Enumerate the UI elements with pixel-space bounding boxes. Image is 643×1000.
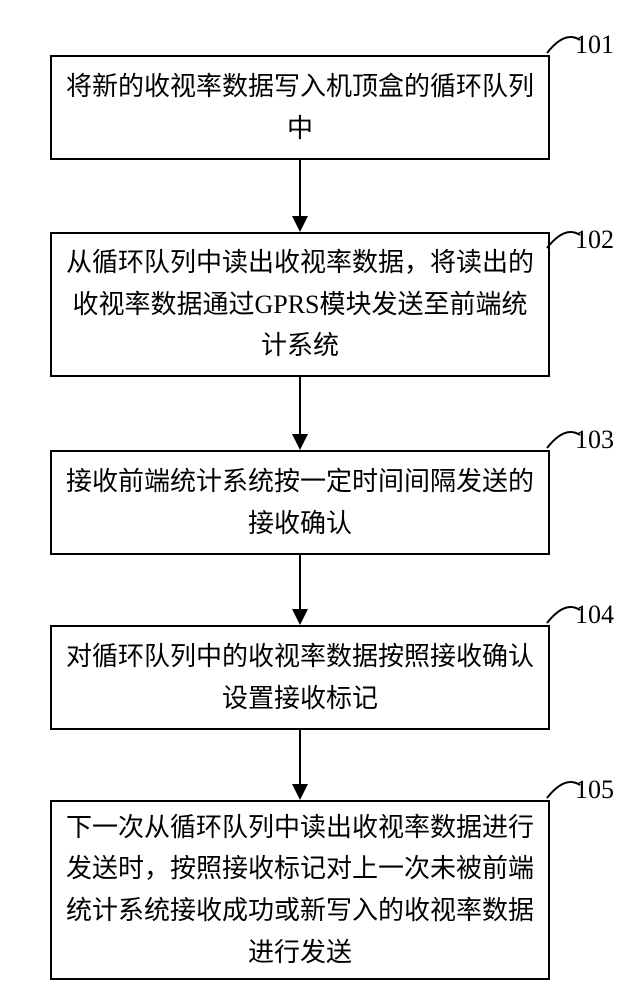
flow-step-text: 从循环队列中读出收视率数据，将读出的收视率数据通过GPRS模块发送至前端统计系统 [64,242,536,367]
flow-step-1: 将新的收视率数据写入机顶盒的循环队列中 [50,55,550,160]
arrow-head-icon [292,609,308,625]
flowchart-canvas: 将新的收视率数据写入机顶盒的循环队列中101从循环队列中读出收视率数据，将读出的… [0,0,643,1000]
callout-line [545,28,582,55]
arrow-line [299,730,301,784]
callout-line [545,773,582,800]
flow-step-3: 接收前端统计系统按一定时间间隔发送的接收确认 [50,450,550,555]
arrow-head-icon [292,434,308,450]
arrow-line [299,555,301,609]
callout-line [545,598,582,625]
flow-step-5: 下一次从循环队列中读出收视率数据进行发送时，按照接收标记对上一次未被前端统计系统… [50,800,550,980]
arrow-head-icon [292,784,308,800]
flow-step-text: 下一次从循环队列中读出收视率数据进行发送时，按照接收标记对上一次未被前端统计系统… [64,807,536,973]
flow-step-text: 将新的收视率数据写入机顶盒的循环队列中 [64,66,536,149]
arrow-head-icon [292,216,308,232]
flow-step-4: 对循环队列中的收视率数据按照接收确认设置接收标记 [50,625,550,730]
arrow-line [299,160,301,216]
callout-line [545,423,582,450]
callout-line [545,223,582,250]
flow-step-text: 接收前端统计系统按一定时间间隔发送的接收确认 [64,461,536,544]
arrow-line [299,377,301,434]
flow-step-2: 从循环队列中读出收视率数据，将读出的收视率数据通过GPRS模块发送至前端统计系统 [50,232,550,377]
flow-step-text: 对循环队列中的收视率数据按照接收确认设置接收标记 [64,636,536,719]
